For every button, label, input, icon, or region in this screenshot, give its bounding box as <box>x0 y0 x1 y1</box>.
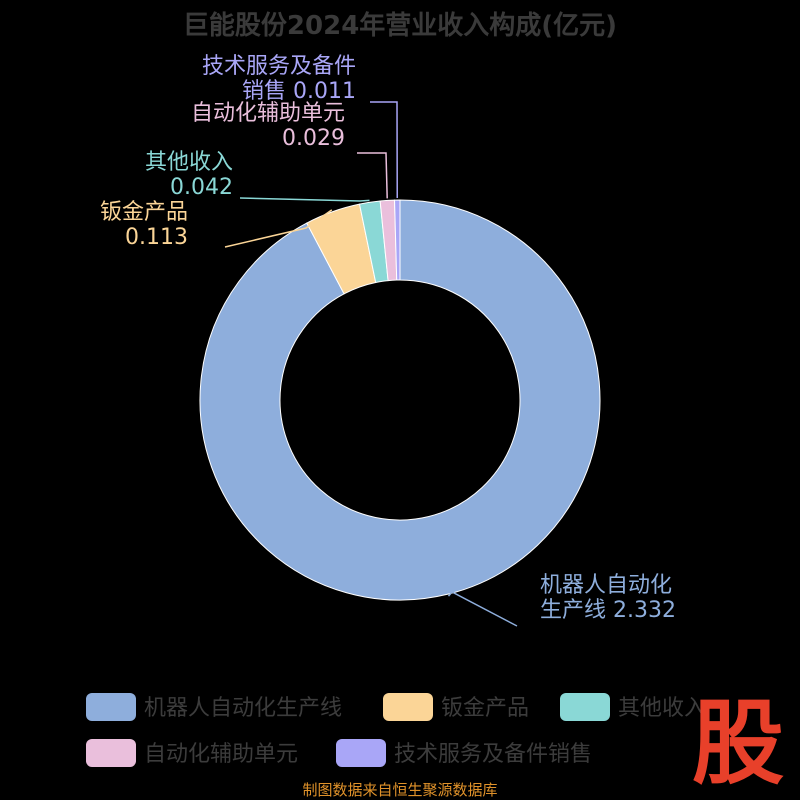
legend-swatch-4 <box>336 739 386 767</box>
legend-item-1[interactable]: 钣金产品 <box>383 693 529 721</box>
legend-swatch-3 <box>86 739 136 767</box>
legend-label-2: 其他收入 <box>618 696 706 721</box>
legend-item-0[interactable]: 机器人自动化生产线 <box>86 693 342 721</box>
legend-swatch-2 <box>560 693 610 721</box>
legend-swatch-1 <box>383 693 433 721</box>
data-label-3: 自动化辅助单元 0.029 <box>191 101 345 151</box>
legend-label-1: 钣金产品 <box>441 696 529 721</box>
slice-4 <box>394 199 401 281</box>
chart-title: 巨能股份2024年营业收入构成(亿元) <box>183 10 617 41</box>
legend-swatch-0 <box>86 693 136 721</box>
legend-label-4: 技术服务及备件销售 <box>394 742 592 767</box>
leader-line-2 <box>239 197 370 202</box>
slices-group <box>199 199 601 601</box>
data-label-1: 钣金产品 0.113 <box>100 200 188 250</box>
data-label-0: 机器人自动化生产线 2.332 <box>540 573 676 623</box>
leader-line-1 <box>224 209 333 248</box>
legend-item-3[interactable]: 自动化辅助单元 <box>86 739 298 767</box>
leader-line-4 <box>370 101 398 199</box>
legend-label-0: 机器人自动化生产线 <box>144 696 342 721</box>
source-note: 制图数据来自恒生聚源数据库 <box>302 781 497 799</box>
leader-lines-group <box>224 101 518 627</box>
data-label-2: 其他收入 0.042 <box>145 150 233 200</box>
slice-0 <box>199 199 601 601</box>
logo-watermark: 股 <box>692 690 784 797</box>
legend-label-3: 自动化辅助单元 <box>144 742 298 767</box>
legend-item-2[interactable]: 其他收入 <box>560 693 706 721</box>
data-label-4: 技术服务及备件销售 0.011 <box>202 54 356 104</box>
legend-item-4[interactable]: 技术服务及备件销售 <box>336 739 592 767</box>
leader-line-3 <box>357 152 388 199</box>
leader-line-0 <box>447 591 518 627</box>
